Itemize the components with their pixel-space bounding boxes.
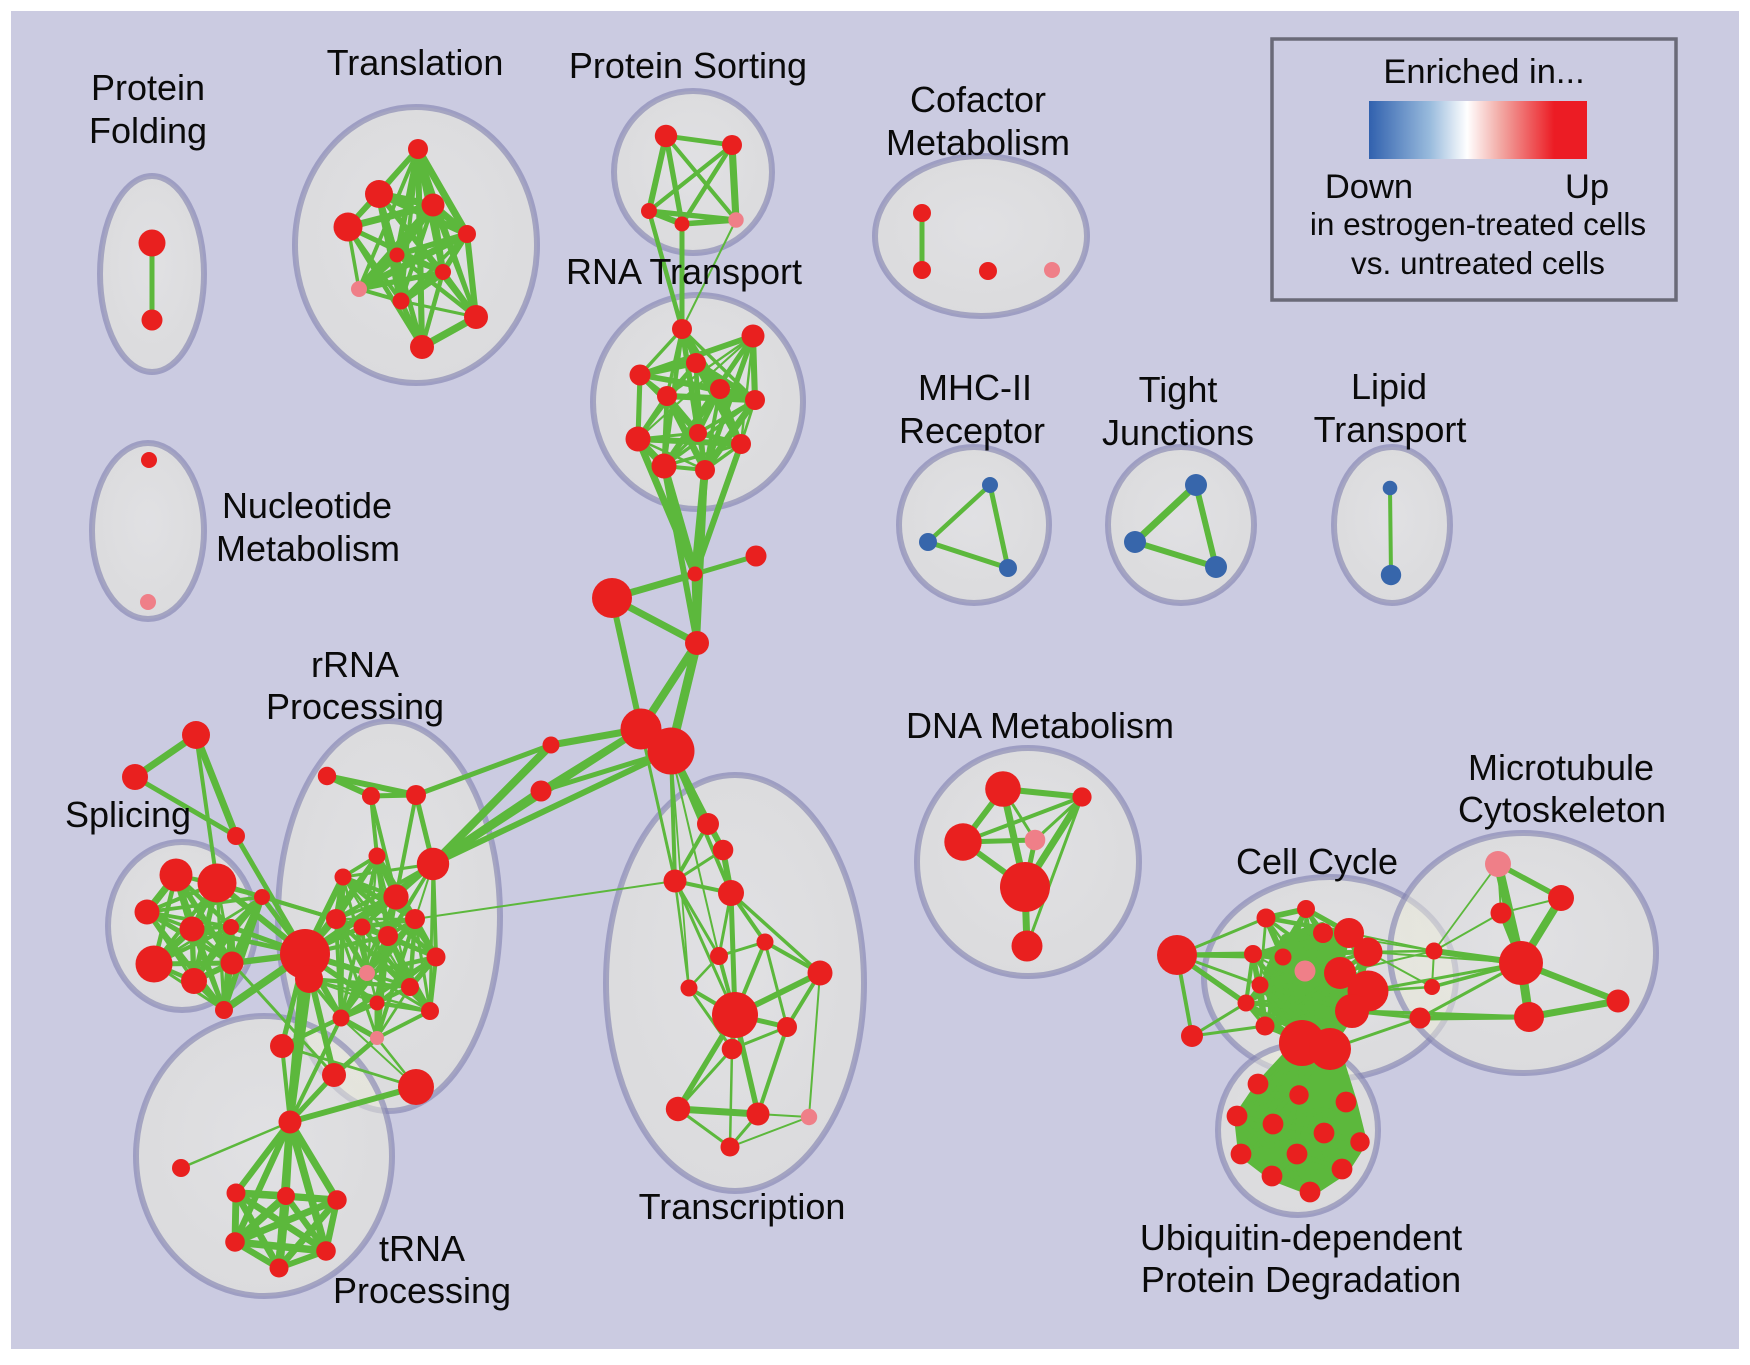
svg-text:Lipid: Lipid [1351, 366, 1427, 407]
svg-text:Processing: Processing [266, 686, 444, 727]
svg-text:Transport: Transport [1314, 409, 1467, 450]
svg-text:Up: Up [1565, 168, 1609, 206]
svg-text:RNA Transport: RNA Transport [566, 251, 802, 292]
svg-text:Enriched in...: Enriched in... [1383, 53, 1584, 91]
svg-text:Cytoskeleton: Cytoskeleton [1458, 789, 1666, 830]
svg-text:tRNA: tRNA [379, 1228, 465, 1269]
svg-text:Metabolism: Metabolism [216, 528, 400, 569]
svg-text:Transcription: Transcription [639, 1186, 846, 1227]
svg-text:Protein Degradation: Protein Degradation [1141, 1259, 1461, 1300]
svg-text:Splicing: Splicing [65, 794, 191, 835]
svg-text:Microtubule: Microtubule [1468, 747, 1654, 788]
svg-text:Ubiquitin-dependent: Ubiquitin-dependent [1140, 1217, 1462, 1258]
svg-text:MHC-II: MHC-II [918, 367, 1032, 408]
svg-text:Processing: Processing [333, 1270, 511, 1311]
svg-text:Protein: Protein [91, 67, 205, 108]
svg-text:Down: Down [1325, 168, 1413, 206]
svg-text:Tight: Tight [1139, 369, 1218, 410]
svg-text:rRNA: rRNA [311, 644, 399, 685]
svg-text:Cofactor: Cofactor [910, 79, 1046, 120]
svg-text:Translation: Translation [327, 42, 504, 83]
svg-text:Cell Cycle: Cell Cycle [1236, 841, 1398, 882]
svg-text:Nucleotide: Nucleotide [222, 485, 392, 526]
svg-text:Metabolism: Metabolism [886, 122, 1070, 163]
svg-text:DNA Metabolism: DNA Metabolism [906, 705, 1174, 746]
svg-text:Folding: Folding [89, 110, 207, 151]
svg-text:vs. untreated cells: vs. untreated cells [1351, 245, 1605, 281]
svg-text:Junctions: Junctions [1102, 412, 1254, 453]
svg-text:Receptor: Receptor [899, 410, 1045, 451]
svg-text:Protein Sorting: Protein Sorting [569, 45, 807, 86]
svg-text:in estrogen-treated cells: in estrogen-treated cells [1310, 206, 1646, 242]
